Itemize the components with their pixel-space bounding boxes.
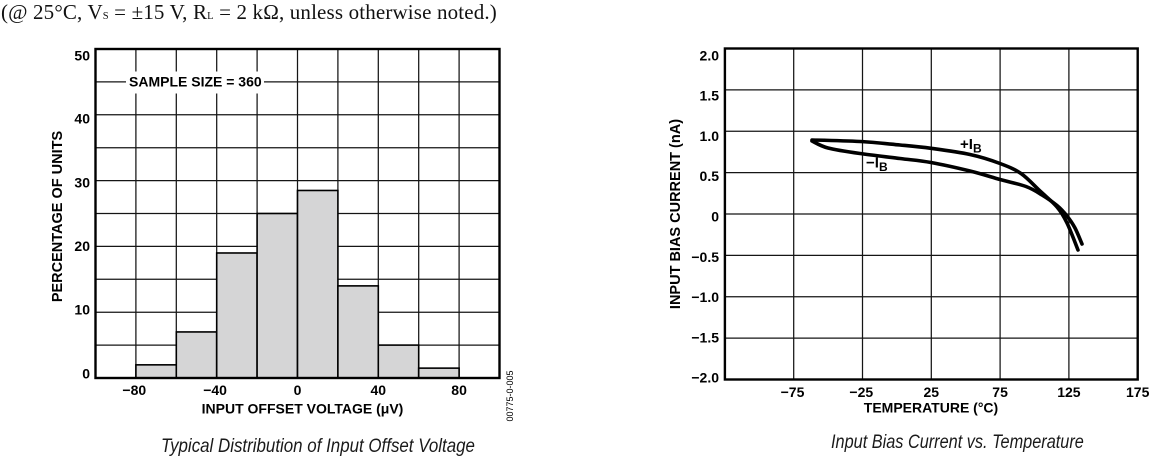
svg-text:0: 0 [82, 366, 90, 382]
svg-text:1.0: 1.0 [700, 128, 720, 144]
svg-text:PERCENTAGE OF UNITS: PERCENTAGE OF UNITS [50, 131, 66, 303]
svg-text:00775-0-005: 00775-0-005 [505, 370, 515, 421]
svg-text:1.5: 1.5 [700, 88, 720, 104]
svg-text:SAMPLE SIZE = 360: SAMPLE SIZE = 360 [129, 74, 262, 90]
svg-text:25: 25 [924, 384, 940, 400]
svg-text:0: 0 [711, 209, 719, 225]
svg-text:−0.5: −0.5 [691, 249, 719, 265]
svg-text:50: 50 [74, 48, 90, 64]
svg-text:75: 75 [992, 384, 1008, 400]
svg-text:175: 175 [1126, 384, 1150, 400]
svg-text:−1.5: −1.5 [691, 329, 719, 345]
svg-text:125: 125 [1057, 384, 1081, 400]
svg-text:20: 20 [74, 238, 90, 254]
svg-text:2.0: 2.0 [700, 47, 720, 63]
svg-text:−75: −75 [781, 384, 805, 400]
svg-text:−40: −40 [203, 382, 227, 398]
svg-text:−2.0: −2.0 [691, 370, 719, 386]
svg-text:80: 80 [451, 382, 467, 398]
svg-text:0.5: 0.5 [700, 168, 720, 184]
svg-text:0: 0 [294, 382, 302, 398]
svg-text:TEMPERATURE (°C): TEMPERATURE (°C) [864, 400, 998, 416]
svg-text:INPUT OFFSET VOLTAGE (μV): INPUT OFFSET VOLTAGE (μV) [202, 401, 404, 417]
svg-text:30: 30 [74, 174, 90, 190]
svg-text:−25: −25 [849, 384, 873, 400]
svg-text:−80: −80 [122, 382, 146, 398]
svg-text:10: 10 [74, 302, 90, 318]
svg-text:−1.0: −1.0 [691, 289, 719, 305]
svg-text:−IB: −IB [866, 155, 888, 175]
svg-text:+IB: +IB [960, 136, 982, 156]
svg-text:40: 40 [74, 110, 90, 126]
svg-text:INPUT BIAS CURRENT (nA): INPUT BIAS CURRENT (nA) [668, 119, 684, 309]
svg-text:40: 40 [371, 382, 387, 398]
